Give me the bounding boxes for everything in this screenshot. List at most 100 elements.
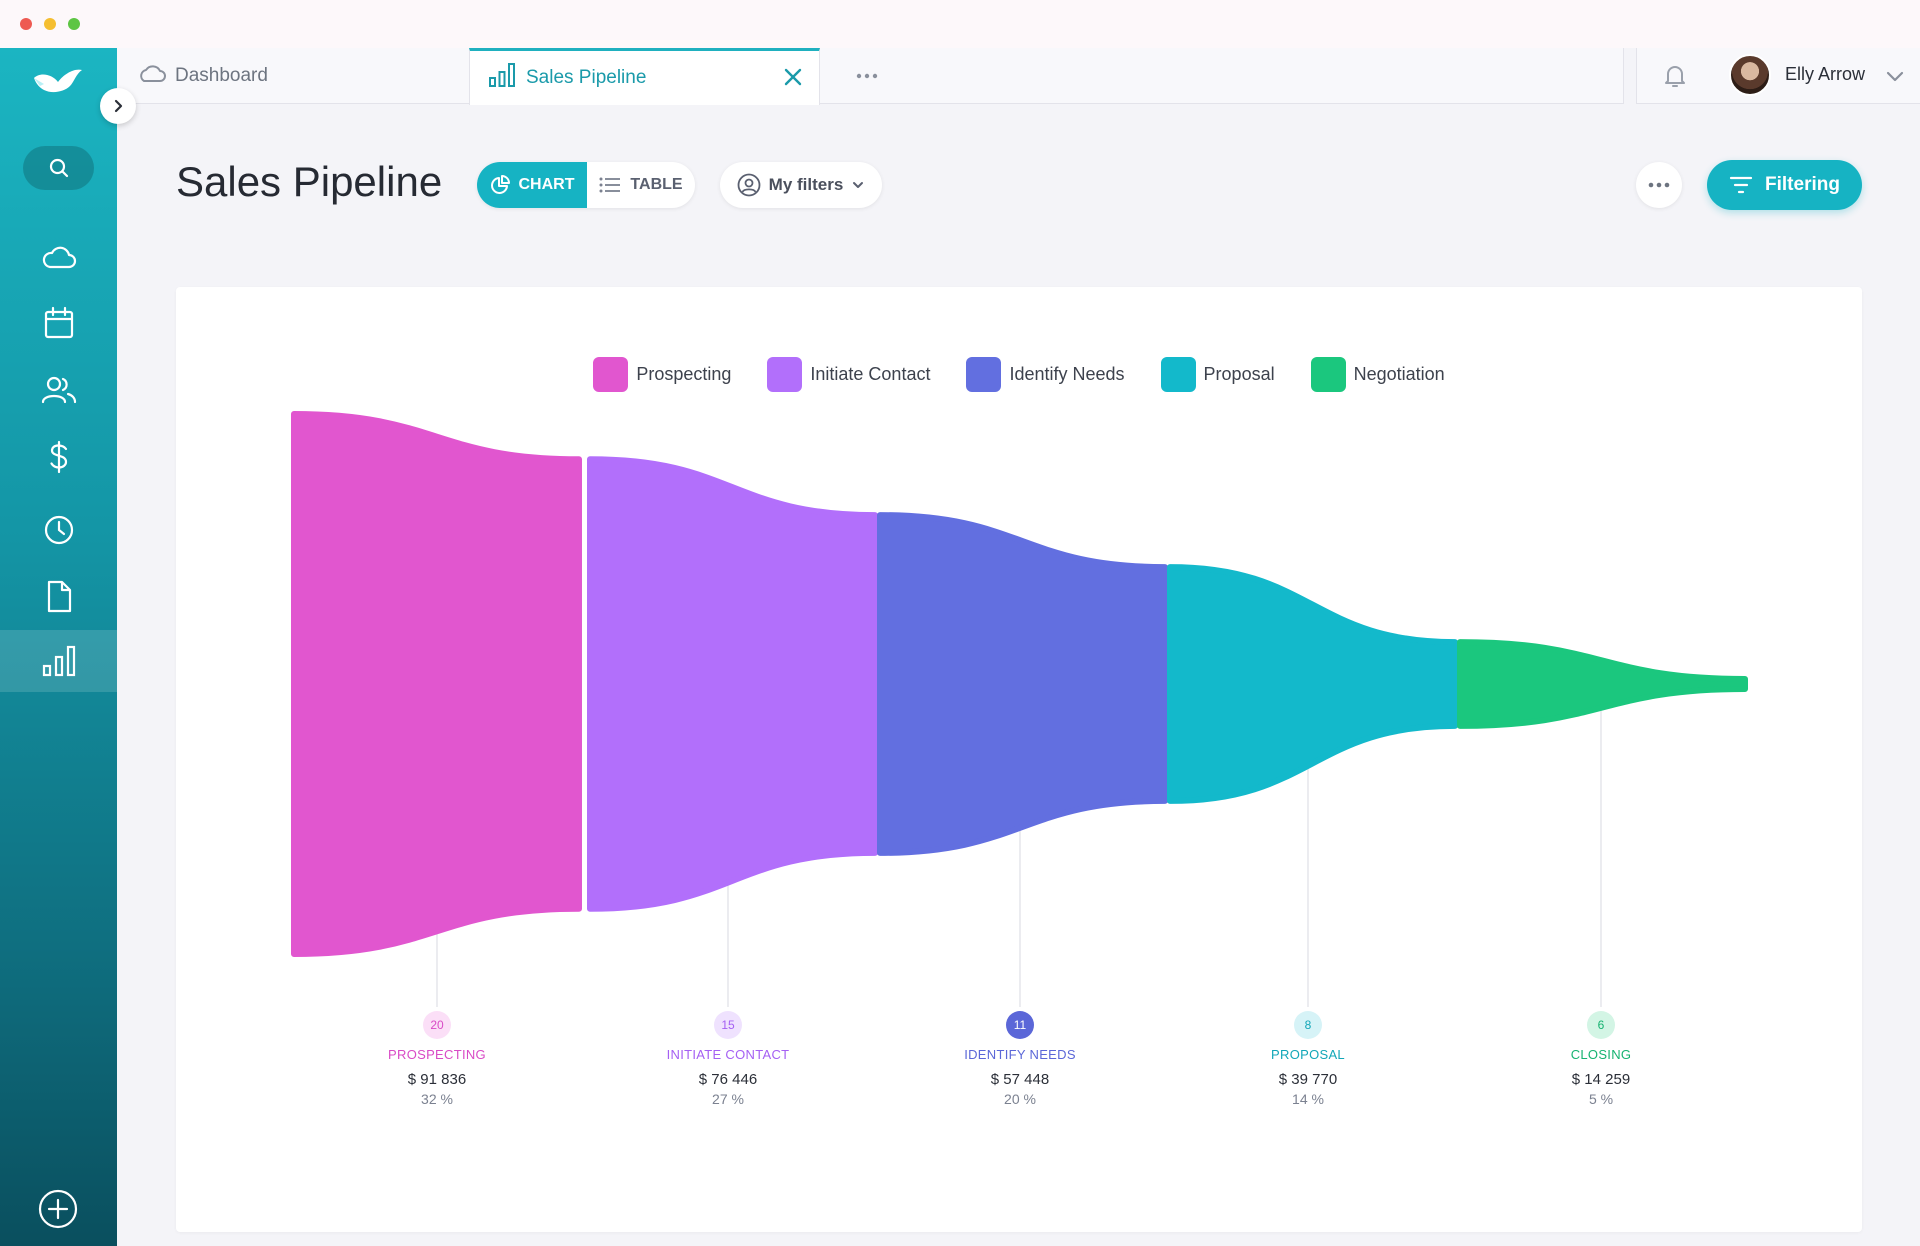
stage-value: $ 91 836 bbox=[407, 1071, 467, 1088]
sidebar-item-contacts[interactable] bbox=[0, 359, 117, 421]
tab-sales-pipeline-label: Sales Pipeline bbox=[526, 67, 647, 88]
minimize-window-button[interactable] bbox=[44, 18, 56, 30]
chart-card: Prospecting Initiate Contact Identify Ne… bbox=[176, 287, 1862, 1232]
bar-chart-icon bbox=[488, 62, 516, 94]
sidebar-item-deals[interactable] bbox=[0, 426, 117, 488]
stage-name: IDENTIFY NEEDS bbox=[964, 1047, 1076, 1062]
tab-close-button[interactable] bbox=[781, 65, 805, 89]
title-bar bbox=[0, 0, 1920, 48]
stage-label-proposal: 8 PROPOSAL $ 39 770 14 % bbox=[1208, 1011, 1408, 1107]
my-filters-dropdown[interactable]: My filters bbox=[720, 162, 882, 208]
legend-swatch bbox=[1160, 357, 1196, 392]
tab-sales-pipeline[interactable]: Sales Pipeline bbox=[469, 48, 820, 105]
legend-swatch bbox=[1310, 357, 1346, 392]
ellipsis-icon bbox=[1648, 182, 1670, 188]
stage-name: CLOSING bbox=[1570, 1047, 1632, 1062]
page-title: Sales Pipeline bbox=[176, 158, 443, 205]
filtering-label: Filtering bbox=[1765, 174, 1840, 195]
document-icon bbox=[47, 580, 71, 613]
legend-item-prospecting[interactable]: Prospecting bbox=[593, 357, 731, 392]
view-toggle: CHART TABLE bbox=[477, 162, 695, 208]
stage-value: $ 14 259 bbox=[1571, 1071, 1631, 1088]
chart-view-label: CHART bbox=[518, 176, 575, 193]
search-icon bbox=[49, 158, 68, 178]
sidebar-search-button[interactable] bbox=[23, 146, 94, 190]
user-circle-icon bbox=[737, 173, 761, 197]
stage-count: 8 bbox=[1294, 1011, 1322, 1039]
legend-swatch bbox=[767, 357, 803, 392]
funnel-segment-identify-needs[interactable] bbox=[877, 512, 1168, 856]
stage-percent: 27 % bbox=[712, 1091, 744, 1107]
legend-label: Initiate Contact bbox=[810, 364, 931, 384]
stage-count: 11 bbox=[1006, 1011, 1034, 1039]
list-icon bbox=[599, 177, 621, 193]
funnel-segment-closing[interactable] bbox=[1457, 639, 1748, 729]
stage-label-initiate-contact: 15 INITIATE CONTACT $ 76 446 27 % bbox=[628, 1011, 828, 1107]
legend-swatch bbox=[593, 357, 629, 392]
stage-percent: 20 % bbox=[1004, 1091, 1036, 1107]
close-icon bbox=[784, 68, 802, 86]
bell-icon bbox=[1665, 66, 1685, 87]
close-window-button[interactable] bbox=[20, 18, 32, 30]
tab-dashboard-label: Dashboard bbox=[175, 65, 268, 86]
user-bar: Elly Arrow bbox=[1636, 48, 1920, 104]
avatar[interactable] bbox=[1729, 54, 1771, 96]
chart-legend: Prospecting Initiate Contact Identify Ne… bbox=[176, 357, 1862, 392]
maximize-window-button[interactable] bbox=[68, 18, 80, 30]
sidebar-add-button[interactable] bbox=[37, 1188, 79, 1230]
bar-chart-icon bbox=[42, 645, 75, 677]
sidebar-item-cloud[interactable] bbox=[0, 226, 117, 288]
legend-label: Identify Needs bbox=[1009, 364, 1125, 384]
sidebar-collapse-button[interactable] bbox=[100, 88, 136, 124]
notifications-button[interactable] bbox=[1661, 62, 1689, 90]
stage-count: 20 bbox=[423, 1011, 451, 1039]
chevron-down-icon[interactable] bbox=[1883, 64, 1907, 88]
sidebar-item-activity[interactable] bbox=[0, 499, 117, 561]
legend-item-initiate-contact[interactable]: Initiate Contact bbox=[767, 357, 930, 392]
stage-name: PROSPECTING bbox=[388, 1047, 486, 1062]
clock-icon bbox=[44, 515, 73, 545]
legend-label: Negotiation bbox=[1353, 364, 1445, 384]
filter-icon bbox=[1729, 176, 1753, 194]
stage-value: $ 57 448 bbox=[990, 1071, 1050, 1088]
funnel-segment-initiate-contact[interactable] bbox=[587, 456, 878, 912]
legend-item-negotiation[interactable]: Negotiation bbox=[1310, 357, 1445, 392]
stage-count: 6 bbox=[1587, 1011, 1615, 1039]
pie-chart-icon bbox=[490, 175, 510, 194]
stage-value: $ 39 770 bbox=[1278, 1071, 1338, 1088]
sidebar bbox=[0, 48, 117, 1246]
dollar-icon bbox=[49, 440, 67, 474]
sidebar-item-reports[interactable] bbox=[0, 630, 117, 692]
table-view-button[interactable]: TABLE bbox=[587, 162, 695, 208]
chart-view-button[interactable]: CHART bbox=[477, 162, 587, 208]
more-options-button[interactable] bbox=[1636, 162, 1682, 208]
tab-more-button[interactable] bbox=[852, 62, 882, 90]
funnel-segment-prospecting[interactable] bbox=[291, 411, 582, 957]
stage-percent: 14 % bbox=[1292, 1091, 1324, 1107]
table-view-label: TABLE bbox=[630, 176, 683, 193]
stage-count: 15 bbox=[714, 1011, 742, 1039]
tab-dashboard[interactable]: Dashboard bbox=[137, 48, 268, 104]
sidebar-item-documents[interactable] bbox=[0, 566, 117, 628]
funnel-chart bbox=[291, 411, 1748, 1007]
tab-bar: Dashboard Sales Pipeline bbox=[117, 48, 1624, 105]
stage-label-prospecting: 20 PROSPECTING $ 91 836 32 % bbox=[337, 1011, 537, 1107]
sidebar-item-calendar[interactable] bbox=[0, 292, 117, 354]
user-name[interactable]: Elly Arrow bbox=[1785, 64, 1866, 84]
legend-item-identify-needs[interactable]: Identify Needs bbox=[966, 357, 1125, 392]
legend-label: Proposal bbox=[1203, 364, 1275, 384]
filtering-button[interactable]: Filtering bbox=[1707, 160, 1862, 210]
legend-label: Prospecting bbox=[636, 364, 732, 384]
users-icon bbox=[41, 376, 76, 404]
cloud-icon bbox=[42, 246, 76, 269]
ellipsis-icon bbox=[856, 73, 878, 79]
cloud-icon bbox=[137, 62, 167, 90]
funnel-segment-proposal[interactable] bbox=[1167, 564, 1458, 804]
app-logo[interactable] bbox=[30, 62, 86, 102]
chevron-down-icon bbox=[853, 182, 864, 188]
legend-item-proposal[interactable]: Proposal bbox=[1160, 357, 1275, 392]
stage-percent: 32 % bbox=[421, 1091, 453, 1107]
stage-name: PROPOSAL bbox=[1271, 1047, 1345, 1062]
plus-circle-icon bbox=[38, 1189, 78, 1229]
